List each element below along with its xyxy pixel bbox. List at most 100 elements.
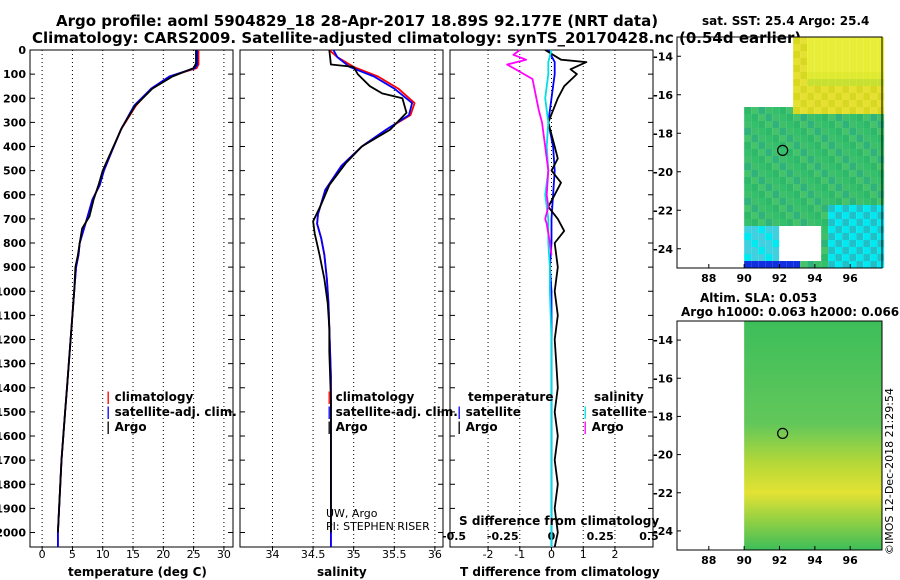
sst-cell (793, 114, 801, 121)
sst-cell (744, 247, 752, 254)
sst-cell (842, 254, 850, 261)
sst-cell (772, 247, 780, 254)
sst-cell (835, 156, 843, 163)
sst-cell (758, 261, 766, 268)
sst-cell (751, 233, 759, 240)
sst-cell (856, 261, 864, 268)
sst-cell (835, 37, 843, 44)
sst-cell (842, 233, 850, 240)
sal-legend-climatology: | climatology (327, 390, 415, 404)
sst-cell (758, 121, 766, 128)
depth-tick-label: 1900 (0, 502, 26, 515)
sst-cell (856, 128, 864, 135)
salinity-xlabel: salinity (317, 565, 367, 579)
sst-cell (744, 240, 752, 247)
sst-cell (758, 233, 766, 240)
sst-cell (751, 219, 759, 226)
sal-annotation-1: UW, Argo (326, 507, 378, 520)
sst-cell (870, 184, 878, 191)
x-tick-label: -2 (483, 548, 494, 561)
diff-legend-t-satellite: | satellite (457, 405, 521, 419)
s-tick-label: -0.25 (487, 530, 519, 543)
sst-cell (793, 156, 801, 163)
sst-cell (772, 177, 780, 184)
sst-cell (807, 184, 815, 191)
sst-cell (744, 226, 752, 233)
sst-cell (856, 149, 864, 156)
sst-cell (751, 226, 759, 233)
sst-cell (758, 149, 766, 156)
sst-cell (821, 254, 829, 261)
sst-cell (779, 212, 787, 219)
sst-cell (863, 261, 871, 268)
sst-cell (793, 100, 801, 107)
sst-cell (821, 128, 829, 135)
difference-panel: -2 -1 0 1 2-0.5 -0.25 0 0.25 0.5 (442, 49, 659, 561)
sst-cell (772, 156, 780, 163)
sst-cell (807, 170, 815, 177)
sst-cell (870, 100, 878, 107)
depth-tick-label: 500 (3, 165, 26, 178)
sst-cell (870, 58, 878, 65)
sst-cell (786, 184, 794, 191)
sst-cell (856, 184, 864, 191)
sst-cell (856, 163, 864, 170)
sst-cell (821, 37, 829, 44)
sst-cell (835, 142, 843, 149)
lon-tick-label: 90 (736, 554, 752, 567)
lat-tick-label: -20 (653, 166, 673, 179)
sst-cell (800, 44, 808, 51)
sst-cell (800, 156, 808, 163)
sst-cell (814, 191, 822, 198)
sst-cell (758, 247, 766, 254)
sst-cell (870, 261, 878, 268)
sst-cell (863, 205, 871, 212)
sst-cell (849, 226, 857, 233)
sst-cell (758, 240, 766, 247)
diff-legend-s-satellite: | satellite (583, 405, 647, 419)
sst-cell (751, 240, 759, 247)
sst-cell (849, 121, 857, 128)
sst-cell (856, 212, 864, 219)
s-tick-label: 0.25 (587, 530, 614, 543)
sst-cell (765, 191, 773, 198)
sst-cell (849, 156, 857, 163)
sst-cell (744, 114, 752, 121)
sst-cell (870, 177, 878, 184)
sst-cell (765, 233, 773, 240)
sst-cell (870, 205, 878, 212)
sst-cell (772, 107, 780, 114)
sst-cell (821, 86, 829, 93)
sst-cell (828, 72, 836, 79)
sst-cell (751, 212, 759, 219)
sst-cell (807, 37, 815, 44)
sst-cell (800, 261, 808, 268)
sst-cell (821, 205, 829, 212)
sst-cell (863, 128, 871, 135)
sst-cell (807, 79, 815, 86)
sst-cell (835, 79, 843, 86)
sst-cell (800, 79, 808, 86)
sst-cell (793, 58, 801, 65)
sst-cell (779, 135, 787, 142)
sst-cell (835, 86, 843, 93)
sst-cell (765, 226, 773, 233)
sst-cell (842, 65, 850, 72)
salinity-panel: 34 34.5 35 35.5 36 (239, 49, 444, 561)
sst-cell (870, 44, 878, 51)
temp-legend-climatology: | climatology (106, 390, 194, 404)
sst-cell (863, 86, 871, 93)
sst-cell (842, 261, 850, 268)
sst-cell (821, 93, 829, 100)
sst-cell (800, 58, 808, 65)
sst-cell (842, 107, 850, 114)
sst-cell (751, 184, 759, 191)
sst-cell (807, 58, 815, 65)
plot-frame (239, 49, 444, 548)
sst-cell (835, 233, 843, 240)
sst-cell (877, 219, 885, 226)
sst-cell (870, 142, 878, 149)
sst-cell (814, 135, 822, 142)
sst-cell (849, 254, 857, 261)
depth-tick-label: 400 (3, 141, 26, 154)
